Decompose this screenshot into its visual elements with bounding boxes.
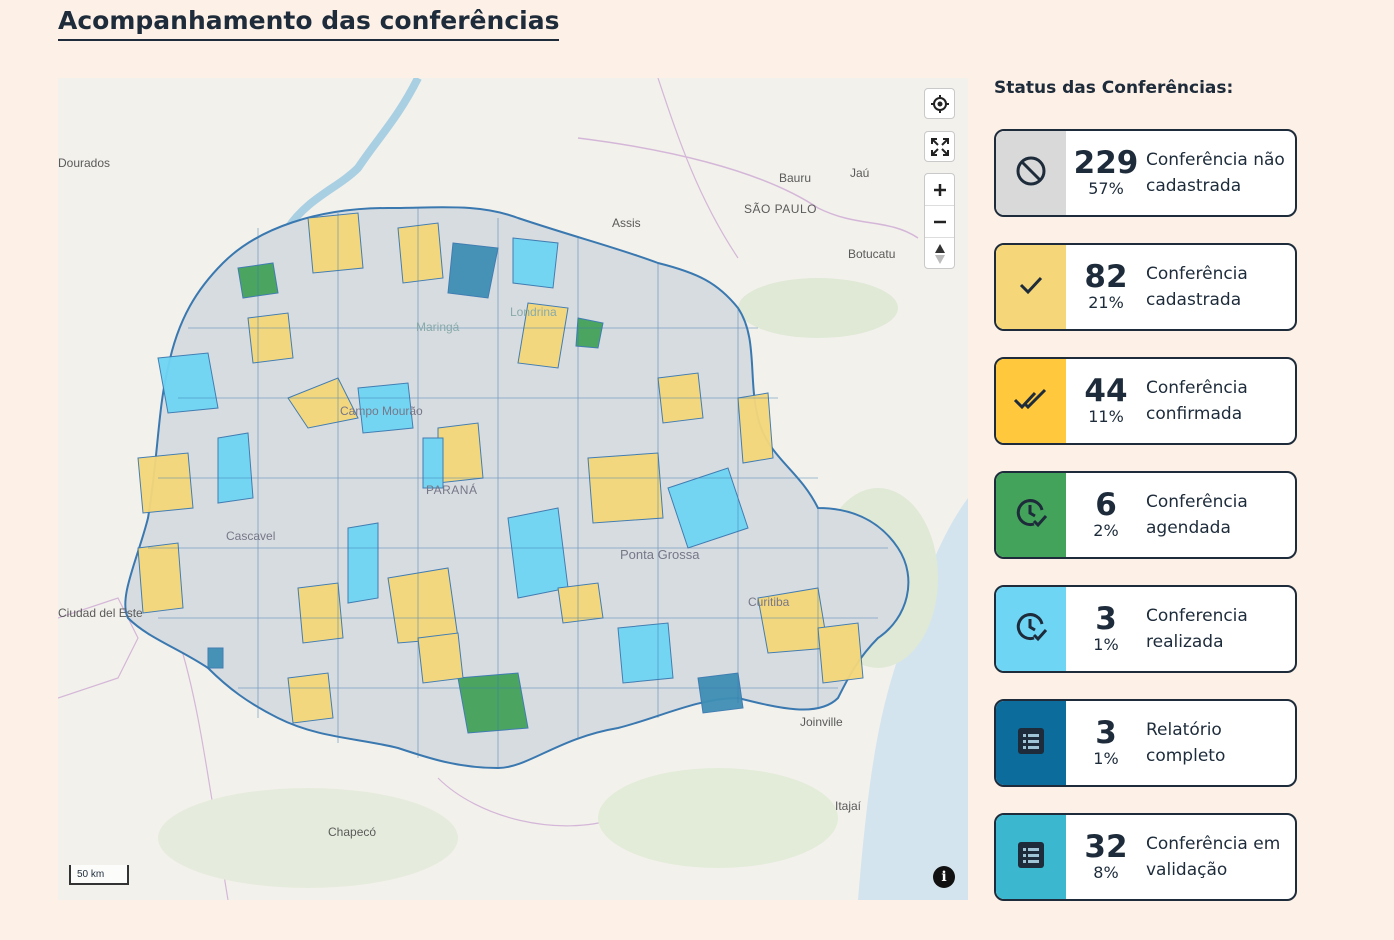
map-label-campo-mourao: Campo Mourão <box>340 404 423 418</box>
compass-button[interactable] <box>925 238 954 270</box>
status-card: 44 11% Conferência confirmada <box>994 357 1297 445</box>
map-label-parana: PARANÁ <box>426 483 478 497</box>
map-label-ponta-grossa: Ponta Grossa <box>620 547 700 562</box>
status-card: 3 1% Relatório completo <box>994 699 1297 787</box>
report-list-icon <box>1016 726 1046 761</box>
zoom-out-icon <box>933 220 946 223</box>
status-percent: 57% <box>1088 179 1124 198</box>
status-label: Conferência agendada <box>1146 492 1248 538</box>
not-registered-icon <box>1014 154 1048 193</box>
map-scale: 50 km <box>69 865 129 885</box>
status-count: 32 <box>1084 829 1128 865</box>
status-numbers: 229 57% <box>1066 131 1146 215</box>
status-icon-box <box>996 359 1066 443</box>
map-label-londrina: Londrina <box>510 305 557 319</box>
status-percent: 1% <box>1093 635 1119 654</box>
status-percent: 11% <box>1088 407 1124 426</box>
status-numbers: 3 1% <box>1066 701 1146 785</box>
map-label-joinville: Joinville <box>800 715 843 729</box>
page-title: Acompanhamento das conferências <box>58 6 560 41</box>
status-icon-box <box>996 701 1066 785</box>
map-basemap <box>58 78 968 900</box>
map-label-dourados: Dourados <box>58 156 111 170</box>
status-label: Relatório completo <box>1146 720 1226 766</box>
status-count: 82 <box>1084 259 1128 295</box>
status-percent: 1% <box>1093 749 1119 768</box>
check-icon <box>1016 270 1046 305</box>
status-card: 6 2% Conferência agendada <box>994 471 1297 559</box>
zoom-in-icon <box>933 183 946 196</box>
status-icon-box <box>996 587 1066 671</box>
status-count: 44 <box>1084 373 1128 409</box>
status-percent: 21% <box>1088 293 1124 312</box>
locate-icon <box>930 94 949 113</box>
map-label-sao-paulo: SÃO PAULO <box>744 202 817 216</box>
map-label-itajai: Itajaí <box>835 799 862 813</box>
status-icon-box <box>996 131 1066 215</box>
map-label-cascavel: Cascavel <box>226 529 276 543</box>
status-numbers: 82 21% <box>1066 245 1146 329</box>
status-count: 3 <box>1095 715 1117 751</box>
map-label-maringa: Maringá <box>416 320 460 334</box>
status-numbers: 32 8% <box>1066 815 1146 899</box>
status-icon-box <box>996 473 1066 557</box>
double-check-icon <box>1013 384 1049 419</box>
map-label-ciudad-del-este: Ciudad del Este <box>58 606 143 620</box>
zoom-in-button[interactable] <box>925 174 954 206</box>
status-count: 229 <box>1073 145 1139 181</box>
fullscreen-button[interactable] <box>924 131 955 162</box>
status-numbers: 44 11% <box>1066 359 1146 443</box>
status-card: 32 8% Conferência em validação <box>994 813 1297 901</box>
status-count: 6 <box>1095 487 1117 523</box>
status-label: Conferência em validação <box>1146 834 1281 880</box>
status-label: Conferência não cadastrada <box>1146 150 1285 196</box>
zoom-controls <box>924 173 955 269</box>
zoom-out-button[interactable] <box>925 206 954 238</box>
clock-check-icon <box>1014 610 1048 649</box>
map[interactable]: Dourados Bauru Jaú Assis SÃO PAULO Botuc… <box>58 78 968 900</box>
map-label-jau: Jaú <box>850 166 870 180</box>
map-label-bauru: Bauru <box>779 171 812 185</box>
status-percent: 8% <box>1093 863 1119 882</box>
status-count: 3 <box>1095 601 1117 637</box>
status-numbers: 6 2% <box>1066 473 1146 557</box>
compass-icon <box>934 244 945 264</box>
status-icon-box <box>996 815 1066 899</box>
fullscreen-icon <box>930 137 949 156</box>
status-card: 229 57% Conferência não cadastrada <box>994 129 1297 217</box>
map-info-button[interactable]: i <box>933 866 955 888</box>
status-label: Conferencia realizada <box>1146 606 1248 652</box>
locate-button[interactable] <box>924 88 955 119</box>
status-icon-box <box>996 245 1066 329</box>
status-card: 3 1% Conferencia realizada <box>994 585 1297 673</box>
clock-check-icon <box>1014 496 1048 535</box>
status-label: Conferência cadastrada <box>1146 264 1248 310</box>
map-label-botucatu: Botucatu <box>848 247 896 261</box>
status-percent: 2% <box>1093 521 1119 540</box>
report-list-icon <box>1016 840 1046 875</box>
map-label-chapeco: Chapecó <box>328 825 377 839</box>
map-label-assis: Assis <box>612 216 641 230</box>
status-card: 82 21% Conferência cadastrada <box>994 243 1297 331</box>
status-label: Conferência confirmada <box>1146 378 1248 424</box>
status-numbers: 3 1% <box>1066 587 1146 671</box>
map-label-curitiba: Curitiba <box>748 595 790 609</box>
status-heading: Status das Conferências: <box>994 78 1234 98</box>
